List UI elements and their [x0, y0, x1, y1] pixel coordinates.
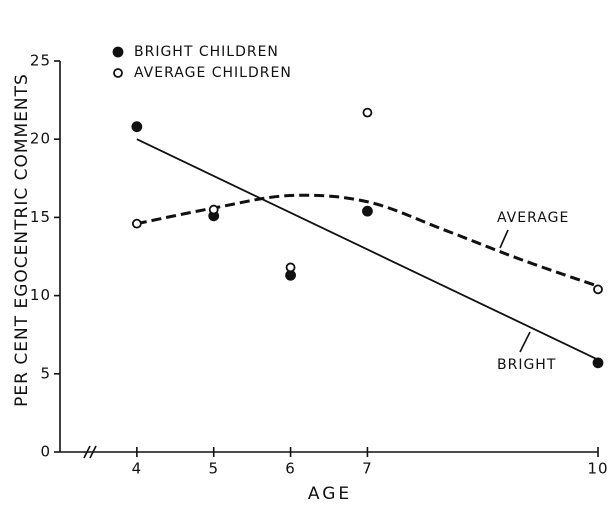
y-tick-label: 20 — [30, 130, 51, 148]
annotation-arrow — [499, 229, 509, 249]
y-axis-label: PER CENT EGOCENTRIC COMMENTS — [12, 73, 32, 407]
y-tick-label: 0 — [40, 443, 51, 461]
y-tick-label: 5 — [40, 364, 51, 382]
data-point — [208, 204, 219, 215]
data-point — [593, 284, 603, 295]
legend-marker — [113, 68, 123, 78]
legend-marker — [112, 46, 124, 58]
data-point — [131, 218, 142, 229]
annotation-arrow — [519, 331, 531, 353]
legend-label: AVERAGE CHILDREN — [134, 65, 292, 81]
axis-break — [89, 445, 97, 459]
data-point — [285, 262, 296, 273]
line-label: AVERAGE — [497, 210, 569, 226]
line-label: BRIGHT — [497, 357, 556, 373]
legend-label: BRIGHT CHILDREN — [134, 44, 279, 60]
x-tick-label: 5 — [208, 460, 219, 478]
data-point — [592, 357, 604, 369]
y-tick-label: 25 — [30, 52, 51, 70]
y-tick-label: 15 — [30, 208, 51, 226]
x-tick-label: 10 — [587, 460, 608, 478]
y-tick-label: 10 — [30, 286, 51, 304]
x-tick-label: 4 — [132, 460, 143, 478]
data-point — [131, 121, 143, 133]
trend-line — [136, 138, 599, 361]
x-axis-label: AGE — [308, 484, 352, 504]
axis-break — [83, 445, 91, 459]
x-tick-label: 6 — [285, 460, 296, 478]
x-tick-label: 7 — [362, 460, 373, 478]
data-point — [362, 205, 373, 217]
data-point — [362, 107, 373, 118]
